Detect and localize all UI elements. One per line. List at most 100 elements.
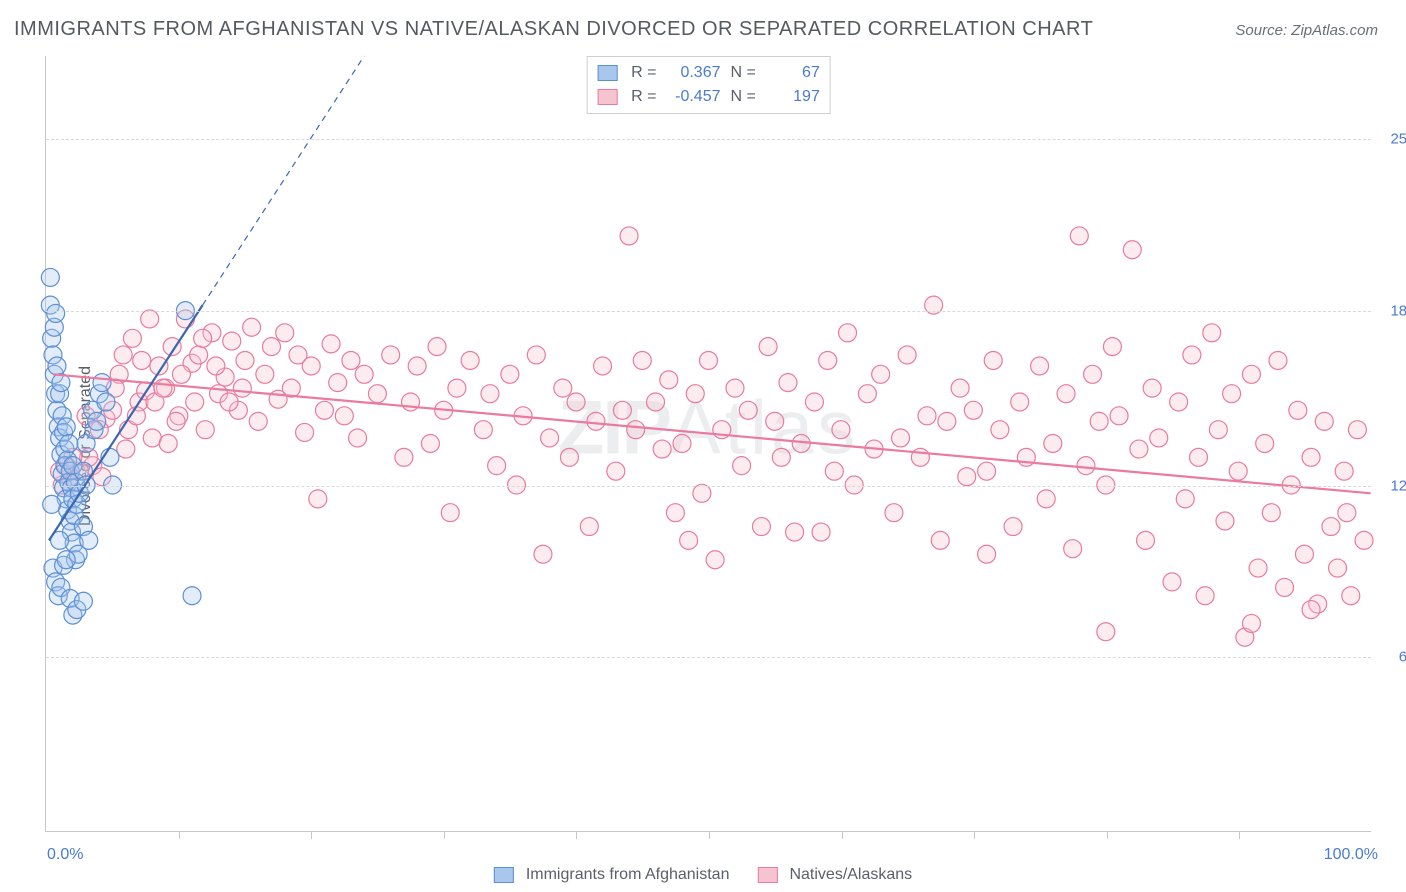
- scatter-point: [249, 412, 267, 430]
- scatter-point: [1355, 531, 1373, 549]
- chart-title: IMMIGRANTS FROM AFGHANISTAN VS NATIVE/AL…: [14, 18, 1093, 41]
- scatter-point: [726, 379, 744, 397]
- scatter-point: [1335, 462, 1353, 480]
- scatter-point: [488, 457, 506, 475]
- scatter-point: [154, 379, 172, 397]
- scatter-point: [133, 351, 151, 369]
- scatter-point: [1223, 385, 1241, 403]
- ytick-label: 18.8%: [1378, 302, 1406, 319]
- scatter-point: [1103, 338, 1121, 356]
- legend-item-a: Immigrants from Afghanistan: [494, 866, 730, 884]
- scatter-point: [1123, 241, 1141, 259]
- scatter-point: [233, 379, 251, 397]
- xtick: [311, 831, 312, 839]
- scatter-point: [700, 351, 718, 369]
- scatter-point: [368, 385, 386, 403]
- gridline-h: [46, 486, 1371, 487]
- trend-line: [53, 374, 1371, 493]
- scatter-point: [315, 401, 333, 419]
- scatter-point: [1262, 504, 1280, 522]
- scatter-point: [88, 412, 106, 430]
- scatter-point: [1338, 504, 1356, 522]
- scatter-point: [594, 357, 612, 375]
- scatter-point: [885, 504, 903, 522]
- scatter-point: [123, 329, 141, 347]
- scatter-point: [686, 385, 704, 403]
- scatter-point: [1077, 457, 1095, 475]
- scatter-point: [752, 518, 770, 536]
- scatter-point: [1209, 421, 1227, 439]
- scatter-point: [825, 462, 843, 480]
- scatter-point: [349, 429, 367, 447]
- scatter-point: [1176, 490, 1194, 508]
- xtick: [1239, 831, 1240, 839]
- scatter-point: [660, 371, 678, 389]
- scatter-point: [613, 401, 631, 419]
- scatter-point: [335, 407, 353, 425]
- scatter-point: [964, 401, 982, 419]
- gridline-h: [46, 657, 1371, 658]
- scatter-point: [402, 393, 420, 411]
- scatter-point: [666, 504, 684, 522]
- scatter-point: [93, 374, 111, 392]
- scatter-point: [1084, 365, 1102, 383]
- scatter-point: [1057, 385, 1075, 403]
- scatter-point: [938, 412, 956, 430]
- scatter-point: [117, 440, 135, 458]
- scatter-point: [693, 484, 711, 502]
- scatter-point: [779, 374, 797, 392]
- legend-label-a: Immigrants from Afghanistan: [526, 866, 730, 884]
- scatter-point: [421, 435, 439, 453]
- scatter-point: [1183, 346, 1201, 364]
- scatter-point: [1315, 412, 1333, 430]
- scatter-point: [647, 393, 665, 411]
- scatter-point: [448, 379, 466, 397]
- scatter-point: [587, 412, 605, 430]
- scatter-point: [186, 393, 204, 411]
- scatter-point: [461, 351, 479, 369]
- scatter-point: [47, 304, 65, 322]
- scatter-point: [1229, 462, 1247, 480]
- scatter-point: [309, 490, 327, 508]
- gridline-h: [46, 311, 1371, 312]
- legend-label-b: Natives/Alaskans: [789, 866, 912, 884]
- scatter-point: [1031, 357, 1049, 375]
- trend-line: [203, 56, 365, 305]
- scatter-point: [1004, 518, 1022, 536]
- source-prefix: Source:: [1235, 22, 1291, 39]
- swatch-a-icon: [597, 65, 617, 81]
- scatter-point: [633, 351, 651, 369]
- scatter-point: [183, 587, 201, 605]
- x-axis-end-label: 100.0%: [1324, 846, 1378, 864]
- scatter-point: [97, 393, 115, 411]
- xtick: [974, 831, 975, 839]
- swatch-b-icon: [597, 89, 617, 105]
- scatter-point: [832, 421, 850, 439]
- scatter-point: [408, 357, 426, 375]
- xtick: [576, 831, 577, 839]
- scatter-point: [1242, 365, 1260, 383]
- scatter-point: [607, 462, 625, 480]
- ytick-label: 25.0%: [1378, 131, 1406, 148]
- source-name: ZipAtlas.com: [1291, 22, 1378, 39]
- scatter-point: [1037, 490, 1055, 508]
- scatter-point: [474, 421, 492, 439]
- scatter-point: [355, 365, 373, 383]
- scatter-point: [1090, 412, 1108, 430]
- scatter-point: [1216, 512, 1234, 530]
- scatter-point: [1256, 435, 1274, 453]
- scatter-point: [1143, 379, 1161, 397]
- scatter-point: [194, 329, 212, 347]
- stat-n-label: N =: [731, 85, 756, 109]
- legend-stats: R = 0.367 N = 67 R = -0.457 N = 197: [586, 56, 831, 114]
- xtick: [444, 831, 445, 839]
- scatter-point: [57, 551, 75, 569]
- stat-r-label: R =: [631, 61, 656, 85]
- scatter-point: [1196, 587, 1214, 605]
- scatter-point: [80, 531, 98, 549]
- scatter-point: [534, 545, 552, 563]
- ytick-label: 6.3%: [1378, 649, 1406, 666]
- legend-item-b: Natives/Alaskans: [757, 866, 912, 884]
- scatter-point: [1110, 407, 1128, 425]
- scatter-point: [256, 365, 274, 383]
